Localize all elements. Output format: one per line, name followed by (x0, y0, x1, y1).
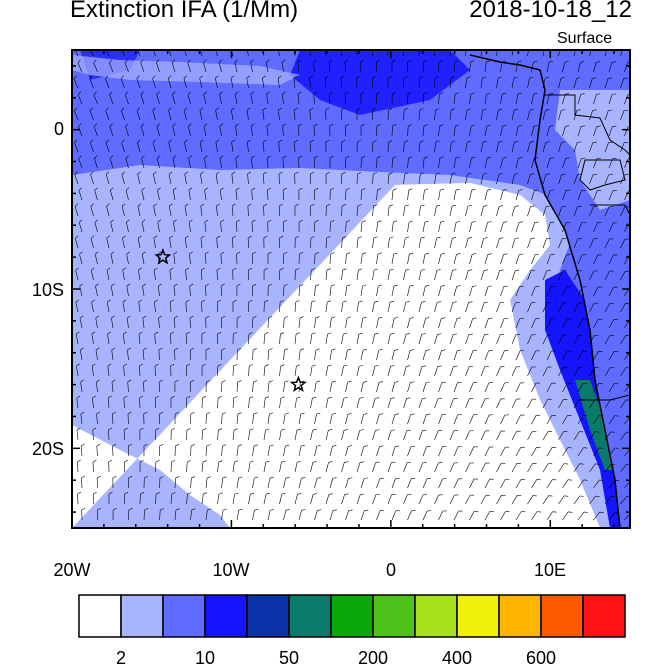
wind-barb-flag (631, 448, 635, 449)
colorbar-swatch (415, 595, 457, 637)
wind-barb-flag (631, 512, 635, 513)
wind-barb-flag (404, 44, 408, 46)
wind-barb-flag (356, 44, 359, 46)
wind-barb-flag (168, 44, 171, 47)
wind-barb-flag (466, 45, 470, 46)
wind-barb-flag (561, 45, 565, 46)
wind-barb-flag (89, 44, 92, 47)
wind-barb-flag (498, 45, 502, 46)
y-tick-20s: 20S (4, 439, 64, 460)
wind-barb-flag (121, 44, 124, 47)
wind-barb-flag (309, 44, 312, 46)
colorbar-swatch (583, 595, 625, 637)
colorbar-label-10: 10 (185, 648, 225, 669)
wind-barb-flag (74, 44, 76, 47)
colorbar-swatch (79, 595, 121, 637)
wind-barb-flag (576, 45, 580, 46)
wind-barb-flag (608, 46, 612, 47)
wind-barb-flag (105, 44, 108, 47)
x-tick-10e: 10E (520, 560, 580, 581)
colorbar-label-50: 50 (269, 648, 309, 669)
x-tick-0: 0 (361, 560, 421, 581)
colorbar-label-400: 400 (437, 648, 477, 669)
wind-barb-flag (278, 44, 281, 46)
wind-barb-flag (451, 44, 455, 46)
colorbar-label-200: 200 (353, 648, 393, 669)
wind-barb-flag (325, 44, 328, 46)
y-tick-0: 0 (4, 119, 64, 140)
colorbar-swatch (121, 595, 163, 637)
wind-barb-flag (137, 44, 140, 47)
wind-barb-flag (592, 45, 596, 46)
wind-barb-flag (152, 44, 155, 47)
colorbar-swatch (373, 595, 415, 637)
colorbar-swatch (457, 595, 499, 637)
x-tick-20w: 20W (42, 560, 102, 581)
wind-barb-flag (623, 46, 627, 47)
map-plot-area (72, 44, 635, 528)
wind-barb-flag (482, 45, 486, 46)
colorbar-swatch (163, 595, 205, 637)
colorbar-swatch (289, 595, 331, 637)
colorbar-swatch (247, 595, 289, 637)
colorbar-swatch (331, 595, 373, 637)
x-tick-10w: 10W (201, 560, 261, 581)
wind-barb-flag (372, 44, 375, 46)
wind-barb-flag (199, 44, 202, 47)
y-tick-10s: 10S (4, 280, 64, 301)
wind-barb-flag (529, 45, 533, 46)
colorbar-label-2: 2 (101, 648, 141, 669)
colorbar-swatch (541, 595, 583, 637)
wind-barb-flag (513, 45, 517, 46)
wind-barb-flag (294, 44, 297, 46)
wind-barb-flag (419, 44, 423, 46)
wind-barb-flag (341, 44, 344, 46)
wind-barb-flag (184, 44, 187, 47)
colorbar-swatch (205, 595, 247, 637)
wind-barb-flag (388, 44, 392, 46)
wind-barb-flag (215, 44, 218, 47)
wind-barb-flag (435, 44, 439, 46)
wind-barb-flag (545, 45, 549, 46)
wind-barb-flag (262, 44, 265, 46)
wind-barb-flag (231, 44, 234, 47)
colorbar (79, 595, 625, 637)
wind-barb-flag (631, 480, 635, 481)
colorbar-label-600: 600 (521, 648, 561, 669)
wind-barb-flag (246, 44, 249, 47)
colorbar-swatch (499, 595, 541, 637)
